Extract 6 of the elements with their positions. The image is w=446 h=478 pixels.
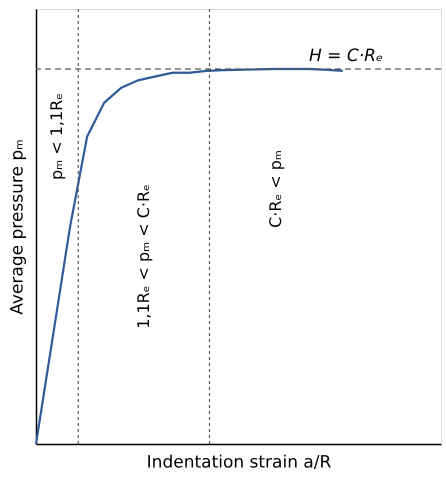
y-axis-title: Average pressure pₘ	[8, 139, 28, 315]
annotation: pₘ < 1,1Rₑ	[47, 93, 66, 180]
annotation: C·Rₑ < pₘ	[266, 150, 286, 228]
ref-line-label: H = C·Rₑ	[308, 46, 384, 66]
annotation: 1,1Rₑ < pₘ < C·Rₑ	[134, 184, 153, 329]
x-axis-title: Indentation strain a/R	[146, 452, 332, 472]
